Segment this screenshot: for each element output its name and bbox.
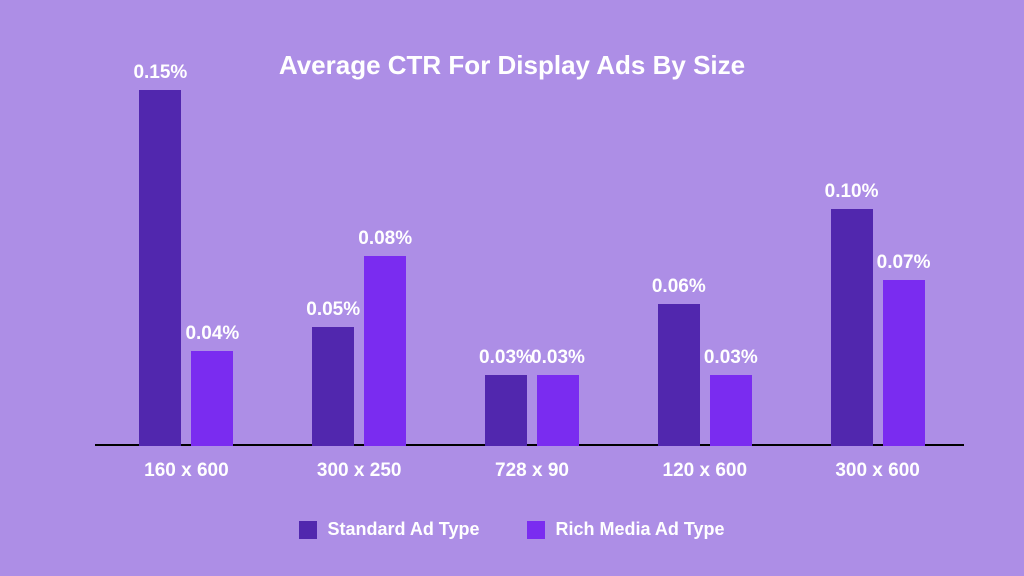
legend-swatch (527, 521, 545, 539)
legend-item: Rich Media Ad Type (527, 519, 724, 540)
category-label: 300 x 250 (273, 460, 446, 482)
bar: 0.03% (710, 375, 752, 446)
bar: 0.07% (883, 280, 925, 446)
bar: 0.10% (831, 209, 873, 446)
legend-item: Standard Ad Type (299, 519, 479, 540)
bar: 0.03% (485, 375, 527, 446)
bar-value-label: 0.08% (358, 228, 412, 250)
bar: 0.05% (312, 327, 354, 446)
bar-group: 0.03%0.03%728 x 90 (446, 90, 619, 446)
bar: 0.04% (191, 351, 233, 446)
bar-group: 0.05%0.08%300 x 250 (273, 90, 446, 446)
category-label: 728 x 90 (446, 460, 619, 482)
bar-group: 0.10%0.07%300 x 600 (791, 90, 964, 446)
bar-value-label: 0.06% (652, 276, 706, 298)
bar-value-label: 0.04% (185, 323, 239, 345)
category-label: 160 x 600 (100, 460, 273, 482)
bar-value-label: 0.05% (306, 299, 360, 321)
category-label: 300 x 600 (791, 460, 964, 482)
legend-label: Standard Ad Type (327, 519, 479, 540)
bar-group: 0.06%0.03%120 x 600 (618, 90, 791, 446)
bar: 0.08% (364, 256, 406, 446)
legend-swatch (299, 521, 317, 539)
bar-groups: 0.15%0.04%160 x 6000.05%0.08%300 x 2500.… (100, 90, 964, 446)
bar: 0.15% (139, 90, 181, 446)
ctr-bar-chart: Average CTR For Display Ads By Size 0.15… (0, 0, 1024, 576)
bar-value-label: 0.03% (479, 347, 533, 369)
bar-value-label: 0.03% (531, 347, 585, 369)
bar-value-label: 0.15% (133, 62, 187, 84)
legend: Standard Ad Type Rich Media Ad Type (0, 519, 1024, 540)
bar-value-label: 0.03% (704, 347, 758, 369)
bar-value-label: 0.07% (877, 252, 931, 274)
bar-value-label: 0.10% (825, 181, 879, 203)
legend-label: Rich Media Ad Type (555, 519, 724, 540)
bar: 0.03% (537, 375, 579, 446)
plot-area: 0.15%0.04%160 x 6000.05%0.08%300 x 2500.… (100, 90, 964, 446)
bar-group: 0.15%0.04%160 x 600 (100, 90, 273, 446)
category-label: 120 x 600 (618, 460, 791, 482)
bar: 0.06% (658, 304, 700, 446)
